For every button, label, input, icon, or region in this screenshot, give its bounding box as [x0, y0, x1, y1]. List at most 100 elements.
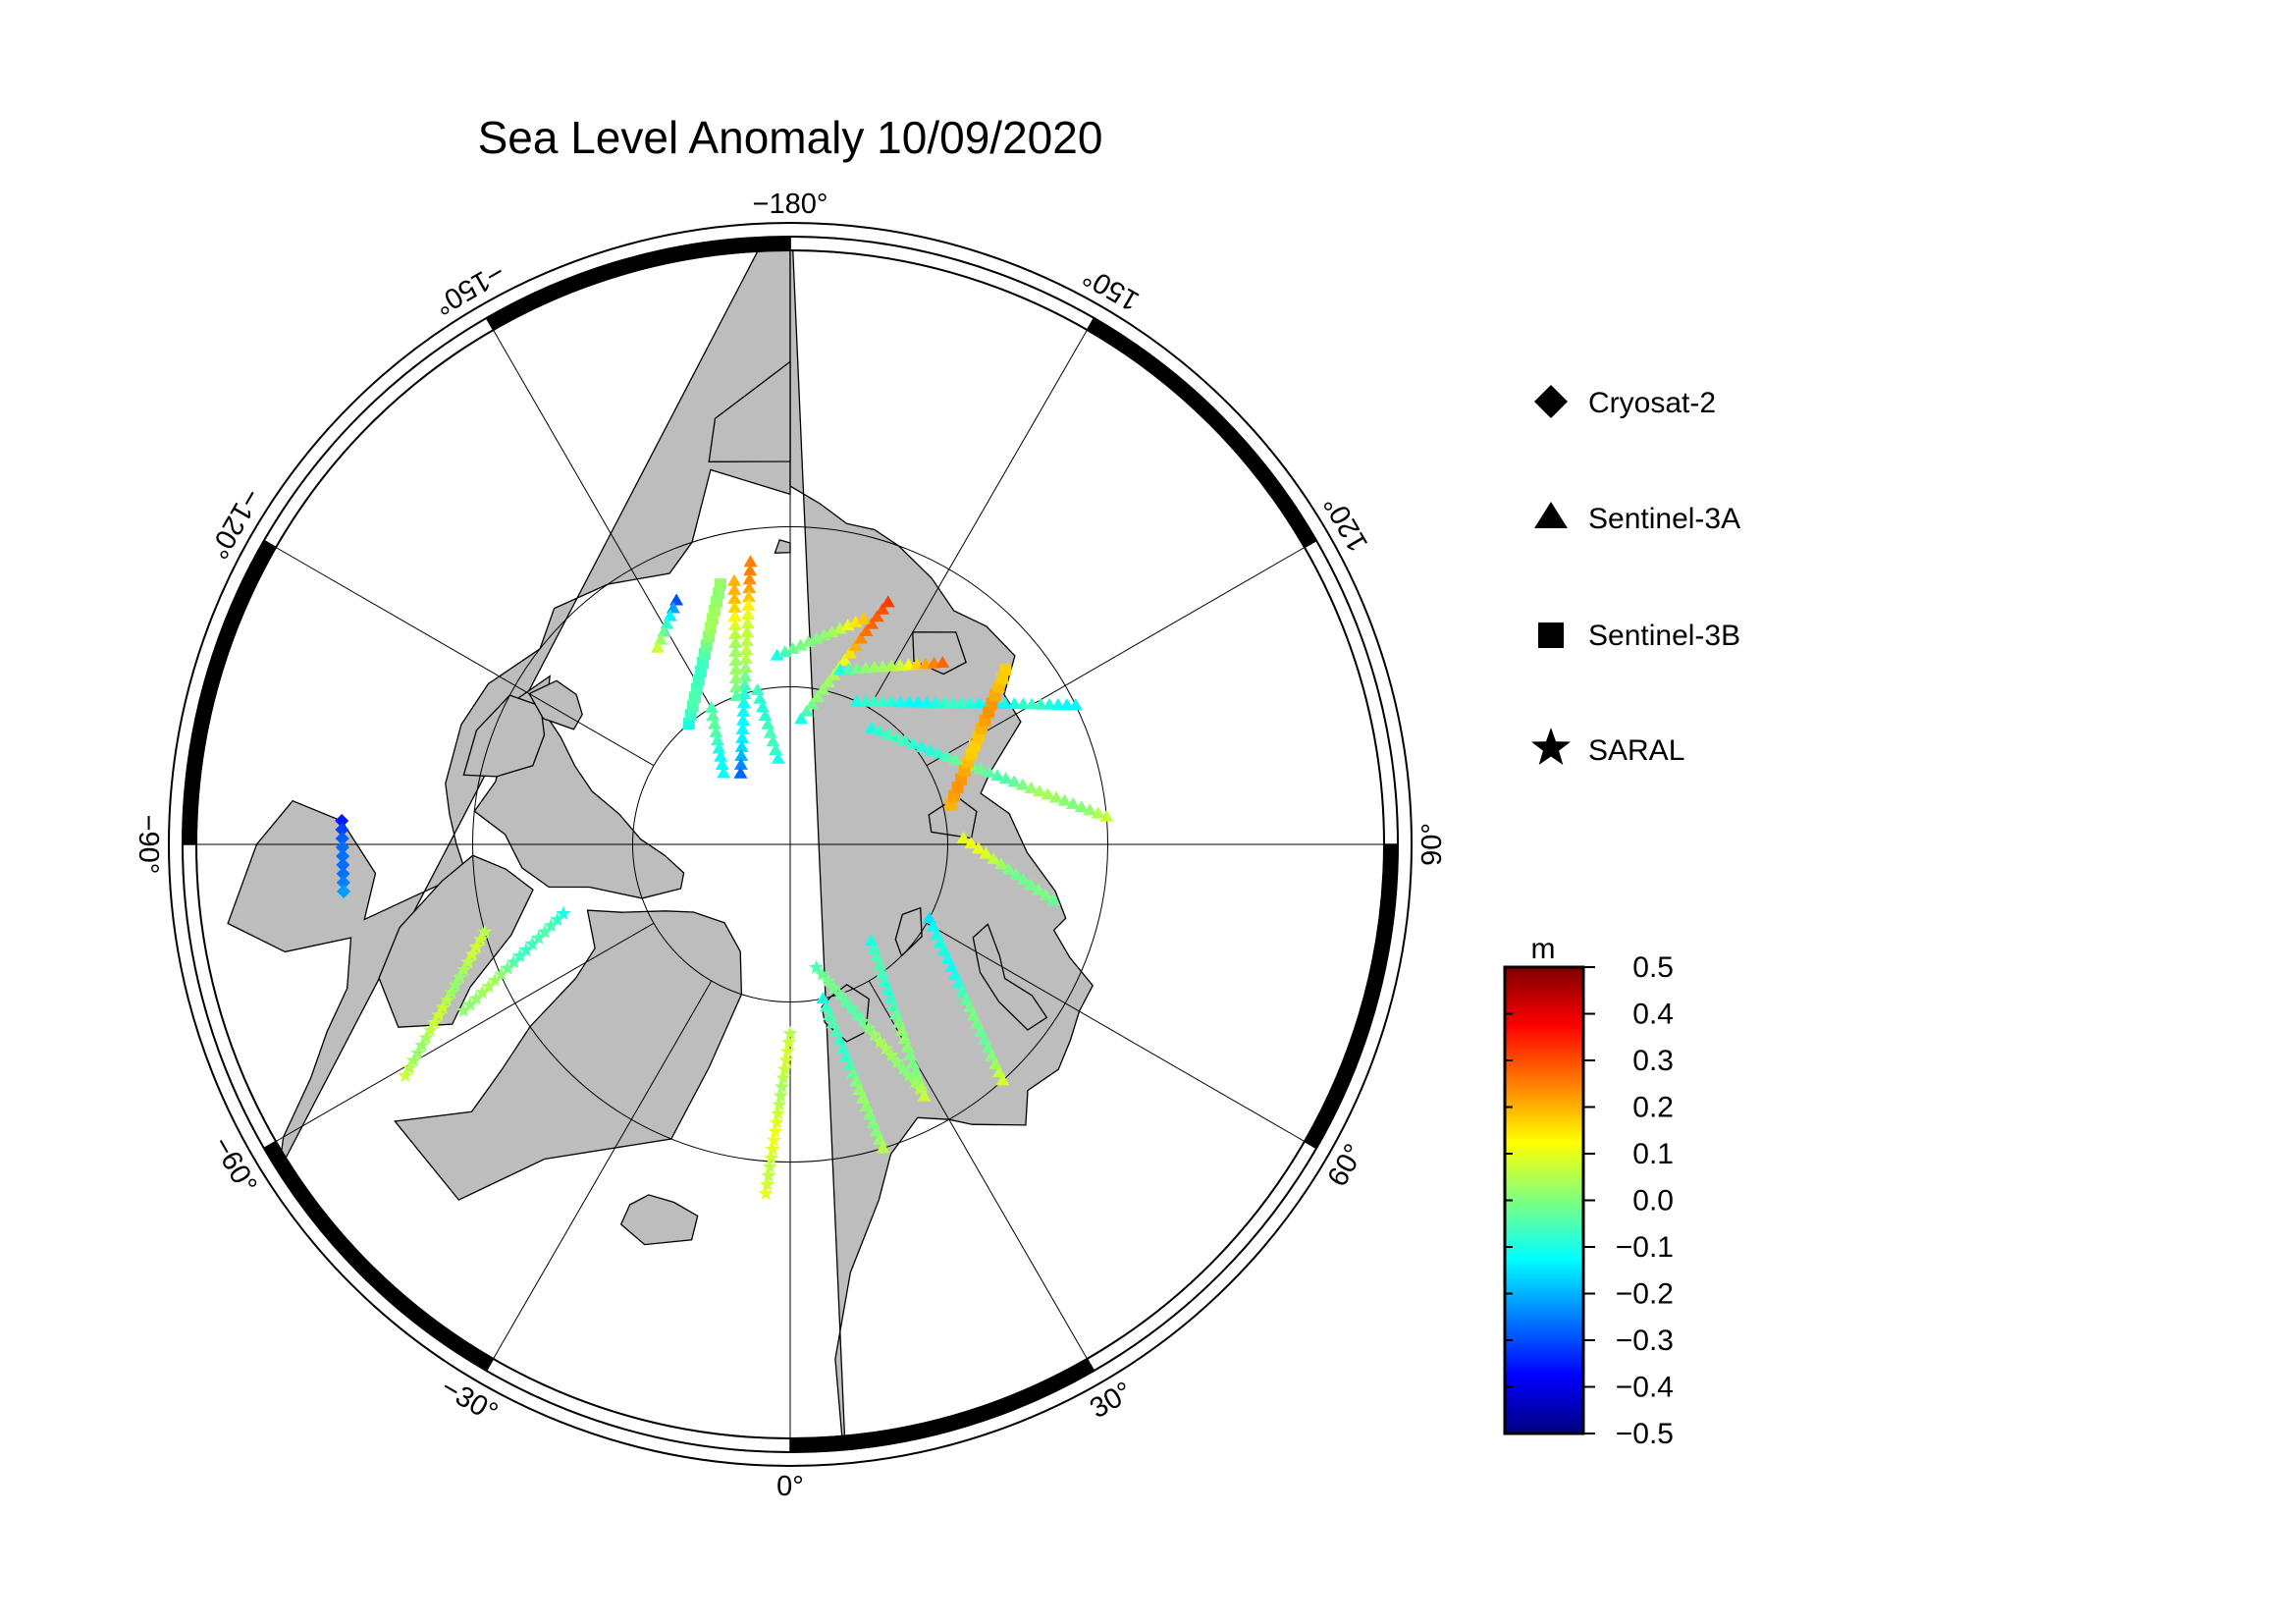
- sentinel-3a-marker: [729, 689, 744, 702]
- cryosat-2-marker: [336, 857, 350, 872]
- colorbar-tick-label: 0.1: [1632, 1138, 1674, 1170]
- map-disc: 0°30°60°90°120°150°−180°−150°−120°−90°−6…: [133, 189, 1448, 1502]
- sentinel-3a-marker: [734, 748, 749, 761]
- sentinel-3a-marker: [990, 768, 1005, 781]
- sentinel-3a-marker: [881, 728, 895, 740]
- sentinel-3a-marker: [715, 758, 729, 771]
- square-icon: [1538, 622, 1564, 648]
- sentinel-3a-marker: [728, 672, 743, 684]
- land-franz-josef-land: [894, 906, 923, 957]
- sentinel-3a-marker: [726, 573, 741, 586]
- sentinel-3a-marker: [727, 618, 742, 630]
- saral-marker: [455, 1002, 471, 1017]
- sentinel-3a-marker: [763, 726, 777, 738]
- altimetry-tracks: [335, 555, 1114, 1201]
- sentinel-3a-marker: [738, 670, 753, 682]
- sentinel-3a-marker: [987, 851, 1001, 864]
- sentinel-3a-marker: [727, 609, 742, 622]
- sentinel-3a-marker: [864, 721, 879, 733]
- colorbar-tick-label: 0.2: [1632, 1092, 1674, 1124]
- saral-marker: [855, 1013, 871, 1028]
- sentinel-3a-marker: [707, 717, 721, 730]
- sentinel-3a-marker: [993, 857, 1008, 870]
- sentinel-3a-marker: [842, 646, 857, 659]
- sentinel-3a-marker: [1042, 697, 1057, 710]
- sentinel-3a-marker: [758, 709, 773, 722]
- frame-outer-ring: [182, 236, 1399, 1453]
- sentinel-3a-marker: [704, 700, 719, 713]
- saral-marker: [431, 1006, 447, 1022]
- saral-marker: [435, 1000, 451, 1014]
- saral-marker: [481, 978, 497, 994]
- sentinel-3a-marker: [737, 677, 752, 690]
- sentinel-3a-marker: [738, 661, 753, 674]
- sentinel-3a-marker: [727, 582, 742, 595]
- graticule: [196, 250, 1384, 1438]
- saral-marker: [414, 1037, 430, 1053]
- sentinel-3a-marker: [771, 751, 785, 764]
- colorbar: m 0.5 0.4 0.3 0.2 0.1 0.0 −0.1 −0.2 −0.3 −0.4 −0.5: [1503, 933, 1674, 1450]
- saral-marker: [418, 1030, 434, 1045]
- longitude-label: 0°: [776, 1471, 804, 1502]
- saral-marker: [448, 977, 463, 992]
- sentinel-3a-marker: [870, 610, 884, 622]
- sentinel-3a-marker: [735, 713, 750, 726]
- frame-outer-ring: [168, 222, 1413, 1467]
- sentinel-3a-marker: [886, 999, 901, 1011]
- sentinel-3a-marker: [1041, 787, 1055, 800]
- diamond-icon: [1534, 385, 1568, 418]
- sentinel-3a-marker: [743, 564, 758, 576]
- sentinel-3a-marker: [825, 624, 839, 637]
- legend-item-sentinel-3b: Sentinel-3B: [1538, 620, 1740, 652]
- saral-marker: [401, 1059, 417, 1075]
- saral-marker: [771, 1106, 786, 1120]
- sentinel-3a-marker: [865, 617, 880, 629]
- sentinel-3a-marker: [727, 591, 742, 604]
- sentinel-3a-marker: [932, 746, 946, 759]
- saral-marker: [500, 960, 515, 975]
- sentinel-3a-marker: [898, 733, 913, 746]
- sentinel-3a-marker: [900, 1040, 915, 1053]
- sentinel-3a-marker: [859, 624, 874, 637]
- sentinel-3a-marker: [1039, 888, 1053, 900]
- sentinel-3a-marker: [971, 841, 986, 854]
- sentinel-3a-marker: [849, 694, 864, 707]
- land-eurasia: [789, 250, 1094, 1438]
- longitude-label: −180°: [753, 189, 828, 220]
- sentinel-3a-marker: [712, 741, 726, 754]
- saral-marker: [462, 997, 478, 1011]
- saral-marker: [907, 1074, 923, 1089]
- longitude-label: −90°: [133, 815, 164, 875]
- sentinel-3a-marker: [1025, 697, 1040, 710]
- sentinel-3a-marker: [805, 697, 820, 710]
- sentinel-3a-marker: [735, 722, 750, 734]
- land-iceland: [619, 1194, 699, 1246]
- land-layer: [227, 250, 1094, 1438]
- sentinel-3a-marker: [741, 590, 756, 603]
- saral-marker: [444, 984, 459, 1000]
- sentinel-3a-marker: [998, 697, 1013, 710]
- saral-marker: [779, 1043, 795, 1058]
- sentinel-3a-marker: [714, 749, 728, 762]
- star-icon: [1531, 728, 1571, 765]
- legend-item-cryosat: Cryosat-2: [1534, 385, 1716, 419]
- legend-label: Sentinel-3A: [1588, 503, 1740, 535]
- saral-marker: [772, 1097, 787, 1111]
- colorbar-tick-label: 0.0: [1632, 1185, 1674, 1217]
- longitude-label: 150°: [1078, 260, 1145, 317]
- sentinel-3a-marker: [742, 572, 757, 585]
- sentinel-3a-marker: [740, 617, 755, 629]
- satellite-legend: Cryosat-2 Sentinel-3A Sentinel-3B SARAL: [1531, 385, 1740, 767]
- sentinel-3a-marker: [1032, 784, 1046, 797]
- sentinel-3a-marker: [728, 645, 743, 658]
- sentinel-3a-marker: [998, 772, 1013, 784]
- sentinel-3a-marker: [743, 555, 758, 568]
- sentinel-3b-marker: [715, 578, 727, 591]
- sentinel-3a-marker: [755, 700, 770, 713]
- meridian-line: [275, 922, 655, 1142]
- saral-marker: [511, 947, 528, 963]
- sentinel-3a-marker: [742, 581, 757, 594]
- sentinel-3a-marker: [809, 631, 824, 644]
- sentinel-3a-marker: [956, 831, 971, 843]
